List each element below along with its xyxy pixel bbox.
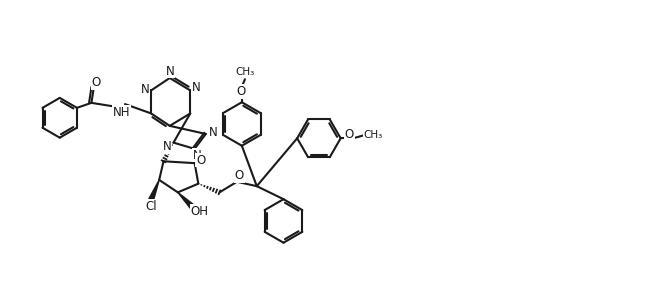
Text: OH: OH [190,205,209,218]
Text: CH₃: CH₃ [235,67,254,77]
Polygon shape [178,192,194,208]
Text: N: N [141,83,149,96]
Text: N: N [163,140,171,153]
Text: O: O [345,128,354,141]
Text: O: O [235,169,244,182]
Text: Cl: Cl [145,199,157,212]
Text: NH: NH [112,106,130,119]
Text: CH₃: CH₃ [364,129,383,140]
Text: O: O [236,85,245,98]
Text: N: N [193,149,201,162]
Text: O: O [196,153,205,166]
Text: N: N [192,81,201,95]
Text: N: N [209,126,218,139]
Text: O: O [92,76,101,89]
Polygon shape [149,180,159,201]
Text: N: N [165,65,174,78]
